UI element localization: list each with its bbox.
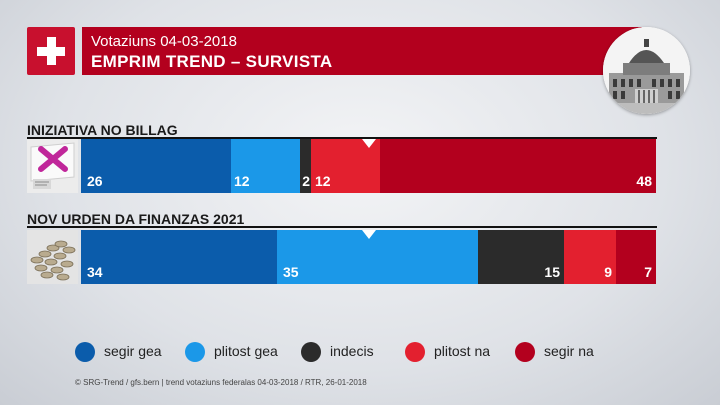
legend-label: segir na [544,343,594,359]
bar-segment-indecis: 15 [478,230,564,284]
data-label: 12 [234,173,250,189]
legend-swatch [405,342,425,362]
federal-palace-icon [603,27,690,114]
bar-segment-segir-na: 7 [616,230,656,284]
legend-label: plitost na [434,343,491,359]
majority-marker [362,139,376,148]
bar-segment-segir-gea: 34 [81,230,277,284]
data-label: 48 [636,173,652,189]
legend-label: segir gea [104,343,162,359]
finance-thumbnail [27,230,78,284]
question-1-rule [27,137,657,139]
bar-segment-plitost-na: 12 [311,139,380,193]
title-banner: Votaziuns 04-03-2018 EMPRIM TREND – SURV… [82,27,642,75]
question-1-title: INIZIATIVA NO BILLAG [27,122,178,138]
federal-palace-drawing [603,27,690,114]
data-label: 9 [604,264,612,280]
question-2-title: NOV URDEN DA FINANZAS 2021 [27,211,245,227]
question-1-bar: 26 12 2 12 48 [81,139,656,193]
billag-picture [27,139,78,193]
question-2-rule [27,226,657,228]
source-footer: © SRG-Trend / gfs.bern | trend votaziuns… [75,378,367,387]
legend-swatch [301,342,321,362]
data-label: 15 [544,264,560,280]
swiss-flag-icon [27,27,75,75]
data-label: 7 [644,264,652,280]
page-title: EMPRIM TREND – SURVISTA [91,52,333,71]
bar-segment-segir-gea: 26 [81,139,231,193]
legend-swatch [75,342,95,362]
data-label: 26 [87,173,103,189]
legend-label: indecis [330,343,374,359]
data-label: 12 [315,173,331,189]
majority-marker [362,230,376,239]
legend-swatch [185,342,205,362]
question-2-bar: 34 35 15 9 7 [81,230,656,284]
data-label: 34 [87,264,103,280]
bar-segment-segir-na: 48 [380,139,656,193]
data-label: 35 [283,264,299,280]
legend-label: plitost gea [214,343,278,359]
bar-segment-plitost-na: 9 [564,230,616,284]
date-line: Votaziuns 04-03-2018 [91,33,237,50]
billag-thumbnail [27,139,78,193]
data-label: 2 [302,173,310,189]
bar-segment-plitost-gea: 35 [277,230,478,284]
legend-swatch [515,342,535,362]
bar-segment-plitost-gea: 12 [231,139,300,193]
cross-horizontal [37,47,65,56]
coins-picture [27,230,78,284]
bar-segment-indecis: 2 [300,139,311,193]
